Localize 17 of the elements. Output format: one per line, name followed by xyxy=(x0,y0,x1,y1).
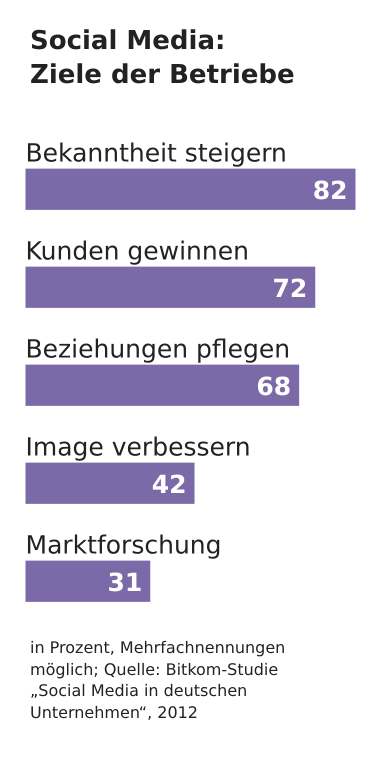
bar xyxy=(26,168,356,210)
y-tick-label: Bekanntheit steigern xyxy=(26,138,287,168)
y-tick-label: Beziehungen pflegen xyxy=(26,334,290,364)
bar xyxy=(26,462,195,504)
bar xyxy=(26,364,300,406)
y-tick-label: Image verbessern xyxy=(26,432,251,462)
data-label: 42 xyxy=(152,470,187,499)
data-label: 31 xyxy=(107,568,142,597)
y-tick-label: Marktforschung xyxy=(26,530,222,560)
bar xyxy=(26,560,150,602)
chart-title: Social Media: Ziele der Betriebe xyxy=(30,25,296,92)
text: in Prozent, Mehrfachnennungen möglich; Quelle: Bitkom-Studie „Social Media in deutschen Unternehmen“, 2012 xyxy=(30,637,286,724)
data-label: 82 xyxy=(312,176,348,205)
bar xyxy=(26,266,316,308)
data-label: 72 xyxy=(272,274,308,303)
data-label: 68 xyxy=(256,372,292,401)
y-tick-label: Kunden gewinnen xyxy=(26,236,249,266)
